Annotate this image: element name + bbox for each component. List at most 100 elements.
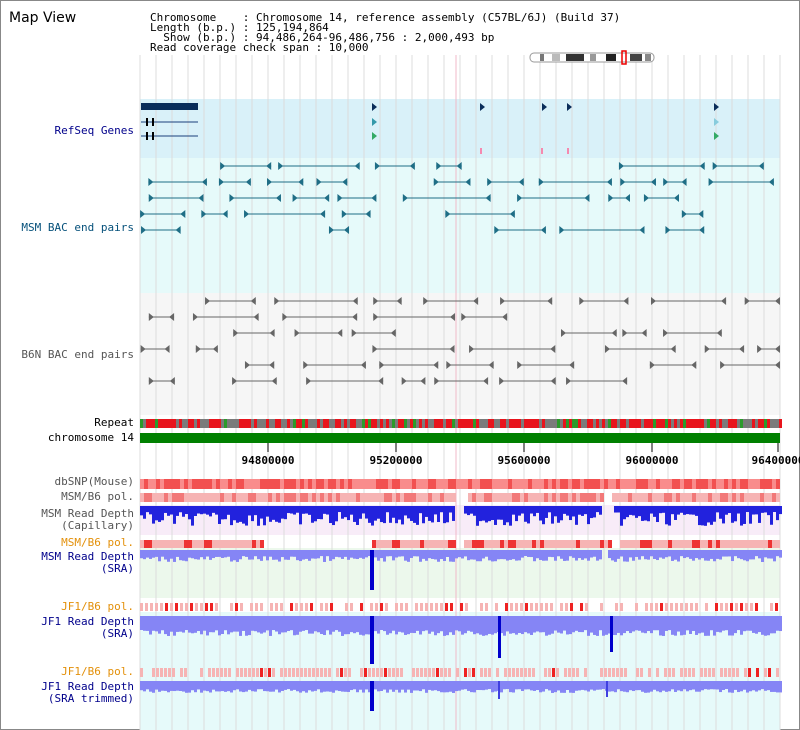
read-depth-bar: [767, 506, 770, 516]
bac-end: [436, 162, 442, 170]
read-depth-bar: [749, 681, 752, 692]
read-depth-bar: [590, 681, 593, 690]
polymorphism-density: [396, 493, 400, 502]
read-depth-bar: [188, 681, 191, 693]
read-depth-bar: [287, 550, 290, 560]
repeat-segment: [326, 419, 329, 428]
read-depth-bar: [656, 506, 659, 523]
repeat-segment: [431, 419, 434, 428]
read-depth-bar: [578, 616, 581, 633]
polymorphism-density: [235, 603, 238, 611]
read-depth-bar: [257, 550, 260, 560]
snp-density: [356, 479, 360, 489]
polymorphism-density: [485, 603, 488, 611]
read-depth-bar: [239, 550, 242, 560]
read-depth-bar: [749, 550, 752, 560]
read-depth-bar: [581, 506, 584, 516]
read-depth-bar: [650, 616, 653, 634]
read-depth-bar: [476, 506, 479, 526]
polymorphism-density: [756, 668, 759, 677]
read-depth-bar: [449, 616, 452, 633]
polymorphism-density: [200, 668, 203, 677]
snp-density: [296, 479, 300, 489]
repeat-segment: [149, 419, 152, 428]
snp-density: [332, 479, 336, 489]
repeat-segment: [680, 419, 683, 428]
polymorphism-density: [272, 668, 275, 677]
read-depth-bar: [725, 681, 728, 690]
read-depth-bar: [551, 681, 554, 693]
track-label-sra-1: (SRA): [100, 562, 134, 575]
snp-marker: [567, 148, 569, 154]
polymorphism-density: [668, 540, 672, 548]
snp-density: [672, 479, 676, 489]
polymorphism-density: [568, 493, 572, 502]
read-depth-bar: [419, 506, 422, 514]
polymorphism-density: [440, 540, 444, 548]
read-depth-bar: [536, 506, 539, 513]
read-depth-bar: [491, 616, 494, 635]
polymorphism-density: [624, 540, 628, 548]
read-depth-bar: [746, 550, 749, 562]
polymorphism-density: [660, 540, 664, 548]
snp-density: [736, 479, 740, 489]
read-depth-bar: [539, 550, 542, 560]
snp-density: [720, 479, 724, 489]
gene-arrow: [714, 132, 719, 140]
polymorphism-density: [684, 540, 688, 548]
polymorphism-density: [244, 493, 248, 502]
read-depth-bar: [602, 616, 605, 636]
polymorphism-density: [308, 668, 311, 677]
repeat-segment: [629, 419, 632, 428]
repeat-segment: [203, 419, 206, 428]
repeat-segment: [491, 419, 494, 428]
read-depth-spike: [370, 616, 374, 664]
repeat-segment: [341, 419, 344, 428]
repeat-segment: [170, 419, 173, 428]
read-depth-bar: [485, 506, 488, 523]
repeat-segment: [722, 419, 725, 428]
read-depth-bar: [155, 550, 158, 557]
polymorphism-density: [228, 493, 232, 502]
polymorphism-density: [684, 493, 688, 502]
read-depth-bar: [728, 681, 731, 693]
read-depth-bar: [731, 681, 734, 693]
polymorphism-density: [740, 603, 743, 611]
polymorphism-density: [436, 540, 440, 548]
polymorphism-density: [660, 493, 664, 502]
bac-end: [294, 329, 300, 337]
read-depth-bar: [326, 681, 329, 692]
read-depth-bar: [530, 681, 533, 691]
read-depth-bar: [686, 616, 689, 631]
polymorphism-density: [624, 493, 628, 502]
read-depth-bar: [671, 681, 674, 690]
repeat-segment: [614, 419, 617, 428]
read-depth-bar: [260, 506, 263, 519]
bac-end: [509, 210, 515, 218]
snp-density: [764, 479, 768, 489]
read-depth-bar: [491, 681, 494, 693]
polymorphism-density: [412, 540, 416, 548]
repeat-segment: [287, 419, 290, 428]
read-depth-bar: [650, 506, 653, 514]
polymorphism-density: [480, 668, 483, 677]
read-depth-bar: [617, 506, 620, 513]
read-depth-bar: [395, 616, 398, 635]
read-depth-bar: [536, 616, 539, 632]
read-depth-bar: [506, 506, 509, 523]
polymorphism-density: [465, 603, 468, 611]
read-depth-bar: [353, 681, 356, 690]
polymorphism-density: [256, 540, 260, 548]
read-depth-bar: [734, 550, 737, 557]
snp-density: [728, 479, 732, 489]
read-depth-bar: [185, 506, 188, 515]
read-depth-bar: [674, 506, 677, 520]
snp-density: [536, 479, 540, 489]
snp-density: [384, 479, 388, 489]
read-depth-bar: [260, 616, 263, 634]
read-depth-bar: [614, 506, 617, 513]
polymorphism-density: [216, 493, 220, 502]
read-depth-bar: [230, 506, 233, 526]
repeat-segment: [209, 419, 212, 428]
